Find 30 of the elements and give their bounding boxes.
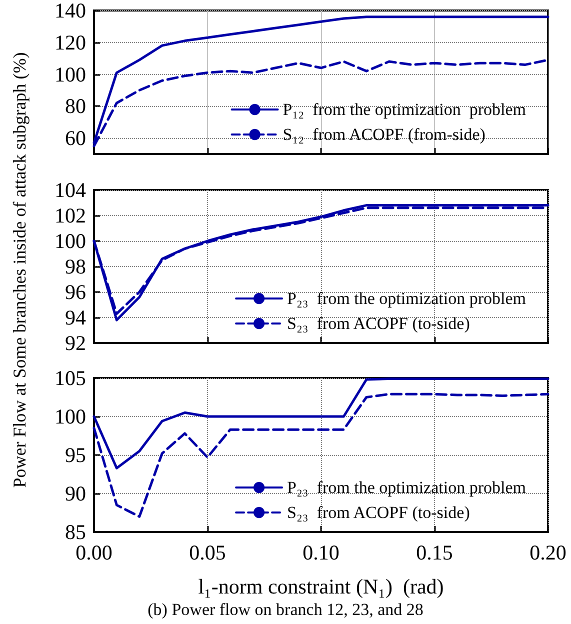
y-tick-label: 98 [65,254,86,278]
y-tick-label: 90 [65,482,86,506]
y-tick-label: 60 [65,126,86,150]
y-tick-label: 95 [65,443,86,467]
y-tick-label: 104 [54,178,86,202]
y-tick-label: 100 [54,229,86,253]
legend-label: P₂₃ from the optimization problem [287,289,526,308]
x-tick-label: 0.20 [530,540,566,564]
y-tick-label: 105 [54,366,86,390]
y-tick-label: 102 [54,204,86,228]
x-tick-label: 0.05 [189,540,226,564]
y-axis-title: Power Flow at Some branches inside of attack subgraph (%) [10,52,30,488]
legend-label: S₂₃ from ACOPF (to-side) [287,503,470,522]
legend-label: P₂₃ from the optimization problem [287,478,526,497]
line-series [92,16,550,144]
y-tick-label: 100 [54,404,86,428]
x-tick-label: 0.10 [302,540,340,564]
x-tick-label: 0.15 [416,540,453,564]
text: (b) Power flow on branch 12, 23, and 28 [148,600,424,619]
y-tick-label: 92 [65,331,86,355]
y-tick-label: 94 [65,306,86,330]
y-tick-label: 140 [54,0,86,22]
legend-label: P₁₂ from the optimization problem [282,100,526,119]
y-tick-label: 96 [65,280,86,304]
y-tick-label: 100 [54,62,86,86]
legend-label: S₂₃ from ACOPF (to-side) [287,314,470,333]
legend-label: S₁₂ from ACOPF (from-side) [282,125,486,144]
y-tick-label: 120 [54,30,86,54]
y-tick-label: 80 [65,94,86,118]
x-axis-title: l₁-norm constraint (N₁) (rad) [198,574,444,598]
